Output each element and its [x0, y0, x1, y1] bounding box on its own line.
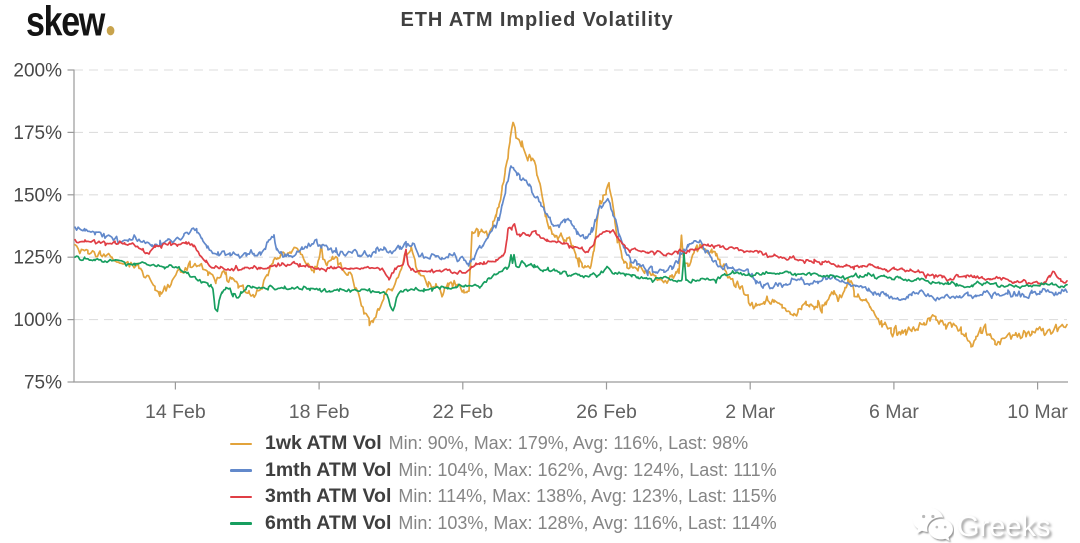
svg-text:10 Mar: 10 Mar: [1007, 401, 1068, 423]
svg-text:200%: 200%: [13, 61, 62, 82]
svg-text:150%: 150%: [13, 185, 62, 206]
svg-text:100%: 100%: [13, 310, 62, 331]
svg-text:175%: 175%: [13, 123, 62, 144]
svg-text:22 Feb: 22 Feb: [432, 401, 493, 423]
svg-text:14 Feb: 14 Feb: [145, 401, 206, 423]
svg-text:18 Feb: 18 Feb: [289, 401, 350, 423]
svg-text:6 Mar: 6 Mar: [869, 401, 919, 423]
svg-text:2 Mar: 2 Mar: [725, 401, 775, 423]
svg-text:125%: 125%: [13, 248, 62, 269]
svg-text:75%: 75%: [24, 373, 62, 394]
svg-text:26 Feb: 26 Feb: [576, 401, 637, 423]
